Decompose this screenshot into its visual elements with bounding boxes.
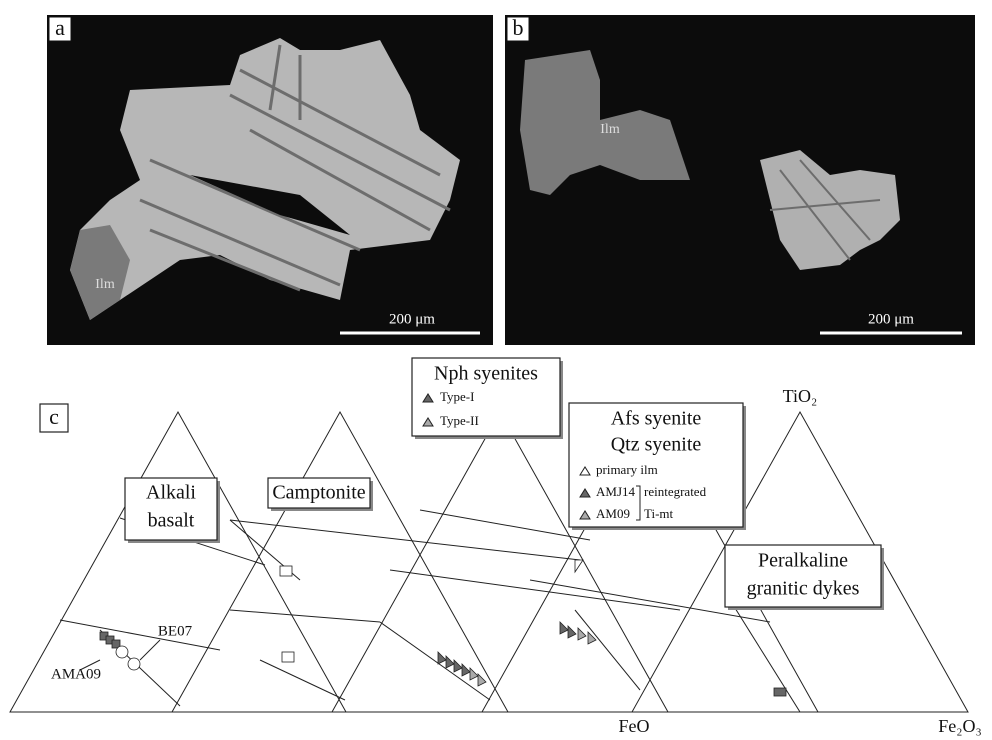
legend-title: Peralkaline: [758, 550, 848, 572]
lamellae-part: [268, 44, 282, 111]
panel-label: c: [49, 404, 59, 429]
lamellae-part: [779, 169, 851, 261]
ilmenite-grain: [520, 50, 690, 195]
triangles-part: [59, 619, 221, 651]
lamellae: [139, 44, 451, 292]
data-markers-part-part: [127, 657, 141, 671]
legend-box: [724, 544, 882, 608]
legend-box: [124, 477, 218, 541]
data-markers-part: [469, 627, 597, 687]
lamellae-part: [229, 93, 451, 212]
lamellae-part: [149, 158, 361, 252]
data-markers-part-part: [559, 621, 569, 635]
triangles-part: [379, 621, 491, 701]
axis-label: Fe₂O₃: [938, 716, 982, 736]
scale-text: 200 μm: [868, 311, 914, 327]
lamellae-part: [139, 198, 341, 287]
lamellae-part: [769, 199, 881, 211]
data-markers: [99, 559, 787, 697]
panel-label-box: [39, 403, 69, 433]
leader-line: [139, 639, 161, 661]
axis-label: TiO₂: [783, 386, 818, 406]
mineral-label: Ilm: [600, 122, 620, 137]
bracket-label: Ti-mt: [644, 506, 674, 521]
legend-box: [568, 402, 744, 528]
legend-title: Afs syenite: [611, 408, 702, 430]
legend-box: [267, 477, 371, 509]
triangles-part: [229, 609, 381, 623]
legend-title: Nph syenites: [434, 363, 538, 385]
bracket-label: reintegrated: [644, 484, 707, 499]
legend-marker: [422, 393, 434, 403]
data-markers-part-part: [461, 663, 471, 677]
data-markers-part-part: [453, 659, 463, 673]
panel-a: a Ilm 200 μm: [47, 15, 493, 345]
legend-item: AM09: [596, 506, 630, 521]
panel-label-box: [506, 16, 530, 42]
legend-item: primary ilm: [596, 462, 658, 477]
data-markers-part-part: [469, 667, 479, 681]
data-markers-part-part: [574, 559, 584, 574]
axis-label: FeO: [619, 716, 650, 736]
triangles-part: [419, 509, 591, 541]
data-markers-part-part: [477, 673, 487, 687]
legend-item: Type-I: [440, 389, 474, 404]
sample-label: BE07: [158, 623, 193, 639]
data-markers-part-part: [115, 645, 129, 659]
legend-marker: [579, 466, 591, 476]
mineral-label: Ilm: [95, 277, 115, 292]
triangles-part: [389, 569, 681, 611]
legend-title: Qtz syenite: [611, 434, 702, 456]
triangles-part: [229, 519, 581, 561]
triangles-part: [259, 659, 346, 701]
triangles-part: [729, 599, 801, 713]
legend-box: [411, 357, 561, 437]
scale-text: 200 μm: [389, 311, 435, 327]
sample-label: AMA09: [51, 666, 101, 682]
data-markers-part-part: [437, 651, 447, 665]
data-markers-part-part: [281, 651, 295, 663]
data-markers-part-part: [577, 627, 587, 641]
ilmenite-grain: [70, 225, 130, 320]
legend-title: Camptonite: [272, 482, 365, 504]
legend-title: Alkali: [146, 482, 196, 504]
panel-label-box: [48, 16, 72, 42]
triangles-part: [574, 609, 641, 691]
triangles-part: [529, 579, 771, 623]
grain: [760, 150, 900, 270]
data-markers-part-part: [445, 655, 455, 669]
legend-title: granitic dykes: [747, 578, 860, 600]
data-markers-part-part: [567, 625, 577, 639]
legend-marker: [579, 510, 591, 520]
panel-label: b: [513, 15, 524, 40]
lamellae-part: [799, 159, 871, 241]
panel-c: BE07 AMA09 c Alkali basalt Camptonite Np…: [9, 357, 982, 736]
data-markers-part-part: [279, 565, 293, 577]
data-markers-part-part: [587, 631, 597, 645]
data-markers-part: [99, 621, 787, 697]
legend-marker: [422, 417, 434, 427]
data-markers-part-part: [111, 639, 121, 649]
crack: [190, 175, 350, 235]
leader-line: [79, 659, 101, 671]
legend-marker: [579, 488, 591, 498]
panel-b: b Ilm 200 μm: [505, 15, 975, 345]
lamellae-part: [149, 228, 301, 292]
legend-item: Type-II: [440, 413, 479, 428]
bracket: [636, 485, 641, 521]
panel-label: a: [55, 15, 65, 40]
data-markers-part: [115, 559, 584, 671]
legend-item: AMJ14: [596, 484, 636, 499]
data-markers-part-part: [773, 687, 787, 697]
legend-title: basalt: [148, 510, 195, 532]
grain: [70, 38, 460, 320]
lamellae: [769, 159, 881, 261]
lamellae-part: [249, 128, 431, 232]
